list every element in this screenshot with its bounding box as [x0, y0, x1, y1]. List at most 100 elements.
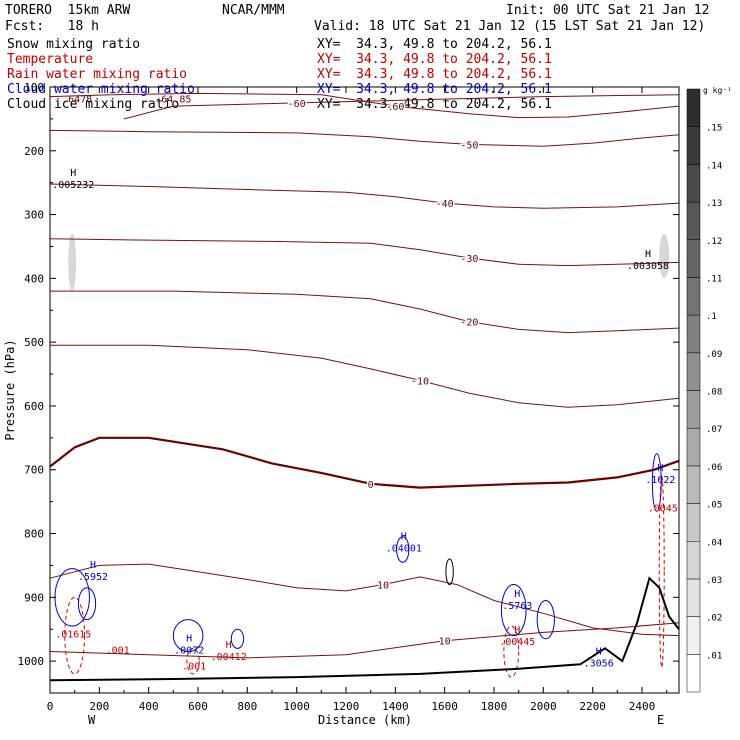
x-tick-label: 1200	[333, 700, 360, 713]
max-value: .005232	[52, 180, 94, 191]
x-tick-label: 1800	[481, 700, 508, 713]
isotherm-label: -50	[460, 140, 478, 151]
cloud-water-contour	[77, 587, 97, 621]
isotherm-label: -40	[436, 199, 454, 210]
colorbar-label: .13	[706, 199, 722, 209]
colorbar-label: .15	[706, 124, 722, 134]
max-marker: H	[70, 168, 76, 179]
field-xy-temperature: XY= 34.3, 49.8 to 204.2, 56.1	[317, 52, 552, 67]
max-marker: H	[596, 646, 602, 657]
y-top-label: 100	[24, 81, 44, 94]
colorbar-label: .08	[706, 388, 722, 398]
max-value: .5952	[78, 572, 108, 583]
max-value: .1622	[645, 475, 675, 486]
colorbar-cell	[686, 201, 701, 240]
isotherm--30	[49, 238, 680, 267]
colorbar-label: .04	[706, 538, 722, 548]
colorbar-cell	[686, 427, 701, 467]
colorbar-cell	[686, 239, 701, 278]
isotherm-label: -10	[411, 376, 429, 387]
y-tick-label: 300	[24, 209, 44, 222]
isotherm--60	[49, 92, 680, 119]
top-label: .6478	[62, 94, 92, 105]
isotherm-label: -60	[288, 99, 306, 110]
max-marker: H	[645, 249, 651, 260]
cloud-water-contour	[536, 600, 555, 640]
colorbar: .01 .02 .03 .04 .05 .06 .07 .08 .09 .1 .11 .12 .13 .1…	[686, 86, 732, 693]
colorbar-cell	[686, 390, 701, 429]
snow-shade-patch	[659, 233, 670, 279]
colorbar-label: .05	[706, 501, 722, 511]
valid-time: Valid: 18 UTC Sat 21 Jan 12 (15 LST Sat …	[314, 19, 706, 34]
colorbar-label: .14	[706, 161, 722, 171]
axes: 0 200 400 600 800 1000 1200 1400 1600 1800 2000 220…	[3, 81, 679, 727]
x-axis-label: Distance (km)	[318, 713, 412, 727]
max-marker: H	[226, 640, 232, 651]
y-tick-label: 600	[24, 400, 44, 413]
isotherm--20	[50, 290, 680, 334]
model-title: TORERO 15km ARW	[5, 3, 131, 18]
colorbar-label: .11	[706, 274, 722, 284]
max-value: .00412	[211, 652, 247, 663]
x-tick-label: 600	[188, 700, 208, 713]
colorbar-cell	[686, 541, 701, 580]
center-label: NCAR/MMM	[222, 3, 285, 18]
field-xy-snow: XY= 34.3, 49.8 to 204.2, 56.1	[317, 37, 552, 52]
x-tick-label: 400	[139, 700, 159, 713]
colorbar-label: .01	[706, 651, 722, 661]
field-name-temperature: Temperature	[7, 52, 94, 67]
max-marker: H	[514, 589, 520, 600]
isotherm--40	[49, 183, 680, 209]
x-tick-label: 200	[89, 700, 109, 713]
isotherm-label: -30	[460, 254, 478, 265]
west-endpoint-label: W	[88, 713, 96, 727]
rain-contour	[503, 625, 520, 678]
x-tick-label: 800	[237, 700, 257, 713]
cloud-water-contour	[396, 536, 410, 563]
colorbar-label: .12	[706, 237, 722, 247]
x-tick-label: 2200	[579, 700, 606, 713]
y-tick-label: 800	[24, 528, 44, 541]
max-marker: H	[401, 531, 407, 542]
x-tick-label: 2400	[629, 700, 656, 713]
cloud-water-contour	[230, 628, 245, 649]
colorbar-label: .1	[706, 312, 717, 322]
y-tick-label: 900	[24, 591, 44, 604]
colorbar-unit: g kg⁻¹	[703, 86, 732, 95]
y-tick-label: 400	[24, 272, 44, 285]
colorbar-cell	[686, 352, 701, 391]
max-value: .0072	[174, 646, 204, 657]
rain-contour	[658, 475, 665, 668]
contour-labels: -60 -60-50-40-30-20-1001010H.005232H.0030…	[52, 94, 678, 672]
isotherm-10	[49, 622, 680, 659]
hydrometeor-contours	[54, 453, 665, 678]
y-tick-label: 500	[24, 336, 44, 349]
y-axis-label: Pressure (hPa)	[3, 339, 17, 440]
isotherm--50	[49, 129, 680, 147]
snow-shading	[68, 233, 670, 292]
max-value: .04001	[386, 543, 422, 554]
cloud-water-contour	[445, 558, 454, 586]
field-name-cloud-ice: Cloud ice mixing ratio	[7, 97, 180, 112]
colorbar-cell	[686, 503, 701, 542]
colorbar-cell	[686, 126, 701, 165]
isotherm-label: 10	[377, 581, 389, 592]
forecast-hour: Fcst: 18 h	[5, 19, 99, 34]
cloud-water-contour	[500, 584, 527, 637]
plot-frame	[49, 86, 680, 694]
top-label: -64.85	[155, 94, 191, 105]
x-tick-label: 1600	[431, 700, 458, 713]
x-tick-label: 1400	[382, 700, 409, 713]
colorbar-cell	[686, 314, 701, 354]
max-marker: H	[657, 463, 663, 474]
east-endpoint-label: E	[657, 713, 664, 727]
terrain-outline	[49, 576, 680, 682]
isotherm-label: -20	[460, 318, 478, 329]
terrain-line	[49, 576, 680, 682]
cloud-water-contour	[172, 619, 204, 653]
max-value: .003058	[627, 261, 669, 272]
colorbar-label: .07	[706, 425, 722, 435]
colorbar-cell	[686, 616, 701, 655]
field-name-rain: Rain water mixing ratio	[7, 67, 188, 82]
